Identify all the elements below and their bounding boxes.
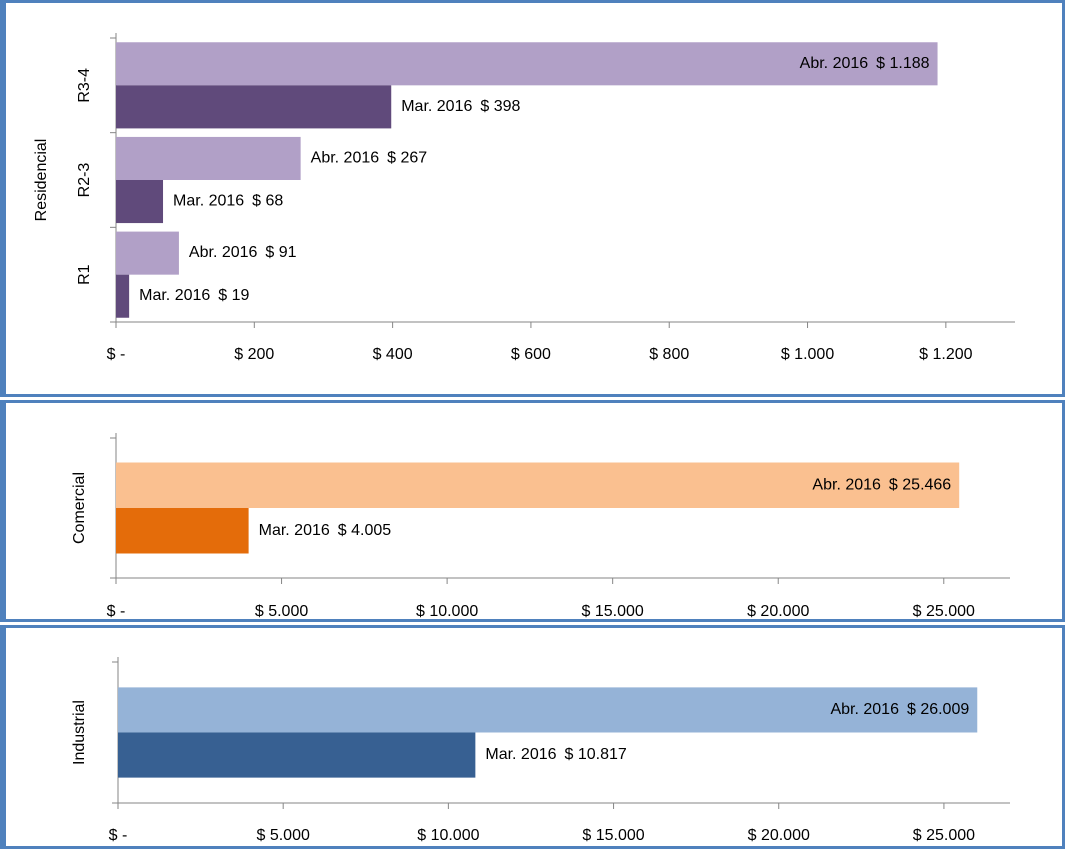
data-label: Mar. 2016 $ 68 (173, 193, 283, 210)
series-name: Mar. 2016 (139, 287, 210, 304)
data-label: Abr. 2016 $ 26.009 (830, 701, 969, 718)
data-value: $ 26.009 (907, 701, 969, 718)
chart-panel: Industrial $ - $ 5.000 $ 10.000 $ 15.000 $ 20… (0, 625, 1065, 849)
series-name: Mar. 2016 (173, 193, 244, 210)
data-value: $ 25.466 (889, 476, 951, 493)
x-tick-label: $ 5.000 (256, 827, 309, 844)
data-value: $ 1.188 (876, 55, 929, 72)
series-name: Abr. 2016 (830, 701, 899, 718)
bar (118, 732, 476, 778)
data-label: Mar. 2016 $ 4.005 (259, 522, 392, 539)
data-value: $ 267 (387, 150, 427, 167)
y-axis-title: Industrial (71, 700, 88, 765)
data-label: Abr. 2016 $ 91 (189, 244, 297, 261)
category-label: R3-4 (76, 68, 93, 103)
data-label: Mar. 2016 $ 398 (401, 98, 520, 115)
bar (116, 462, 960, 508)
chart-panel: Residencial $ - $ 200 $ 400 $ 600 $ 800 $ 1.00… (0, 0, 1065, 397)
bar (116, 508, 249, 554)
chart-panel: Comercial $ - $ 5.000 $ 10.000 $ 15.000 $ 20.… (0, 400, 1065, 622)
data-label: Mar. 2016 $ 10.817 (485, 746, 627, 763)
category-label: R1 (76, 264, 93, 285)
series-name: Abr. 2016 (812, 476, 881, 493)
data-value: $ 4.005 (338, 522, 391, 539)
bar (116, 180, 164, 224)
x-tick-label: $ - (107, 346, 126, 363)
x-tick-label: $ - (109, 827, 128, 844)
series-name: Abr. 2016 (311, 150, 380, 167)
bar (116, 42, 938, 86)
x-tick-label: $ - (107, 603, 126, 620)
data-value: $ 68 (252, 193, 283, 210)
data-value: $ 10.817 (565, 746, 627, 763)
x-tick-label: $ 200 (234, 346, 274, 363)
x-tick-label: $ 20.000 (748, 827, 810, 844)
panel-left-edge (0, 0, 6, 397)
x-tick-label: $ 10.000 (417, 827, 479, 844)
series-name: Mar. 2016 (401, 98, 472, 115)
data-label: Mar. 2016 $ 19 (139, 287, 249, 304)
x-tick-label: $ 1.200 (919, 346, 972, 363)
x-tick-label: $ 15.000 (582, 603, 644, 620)
bar (116, 231, 179, 275)
panel-left-edge (0, 400, 6, 622)
bar (116, 274, 130, 318)
data-value: $ 19 (218, 287, 249, 304)
y-axis-title: Comercial (71, 472, 88, 544)
x-tick-label: $ 25.000 (913, 827, 975, 844)
y-axis-title: Residencial (33, 139, 50, 222)
data-label: Abr. 2016 $ 25.466 (812, 476, 951, 493)
bar (116, 85, 392, 129)
x-tick-label: $ 10.000 (416, 603, 478, 620)
x-tick-label: $ 15.000 (582, 827, 644, 844)
data-value: $ 91 (265, 244, 296, 261)
x-tick-label: $ 800 (649, 346, 689, 363)
series-name: Mar. 2016 (259, 522, 330, 539)
x-tick-label: $ 1.000 (781, 346, 834, 363)
data-label: Abr. 2016 $ 267 (311, 150, 428, 167)
series-name: Abr. 2016 (800, 55, 869, 72)
x-tick-label: $ 400 (373, 346, 413, 363)
data-value: $ 398 (480, 98, 520, 115)
x-tick-label: $ 25.000 (913, 603, 975, 620)
x-tick-label: $ 5.000 (255, 603, 308, 620)
series-name: Abr. 2016 (189, 244, 258, 261)
panel-left-edge (0, 625, 6, 849)
data-label: Abr. 2016 $ 1.188 (800, 55, 930, 72)
bar (116, 136, 301, 180)
category-label: R2-3 (76, 163, 93, 198)
bar (118, 687, 978, 733)
x-tick-label: $ 600 (511, 346, 551, 363)
series-name: Mar. 2016 (485, 746, 556, 763)
x-tick-label: $ 20.000 (747, 603, 809, 620)
